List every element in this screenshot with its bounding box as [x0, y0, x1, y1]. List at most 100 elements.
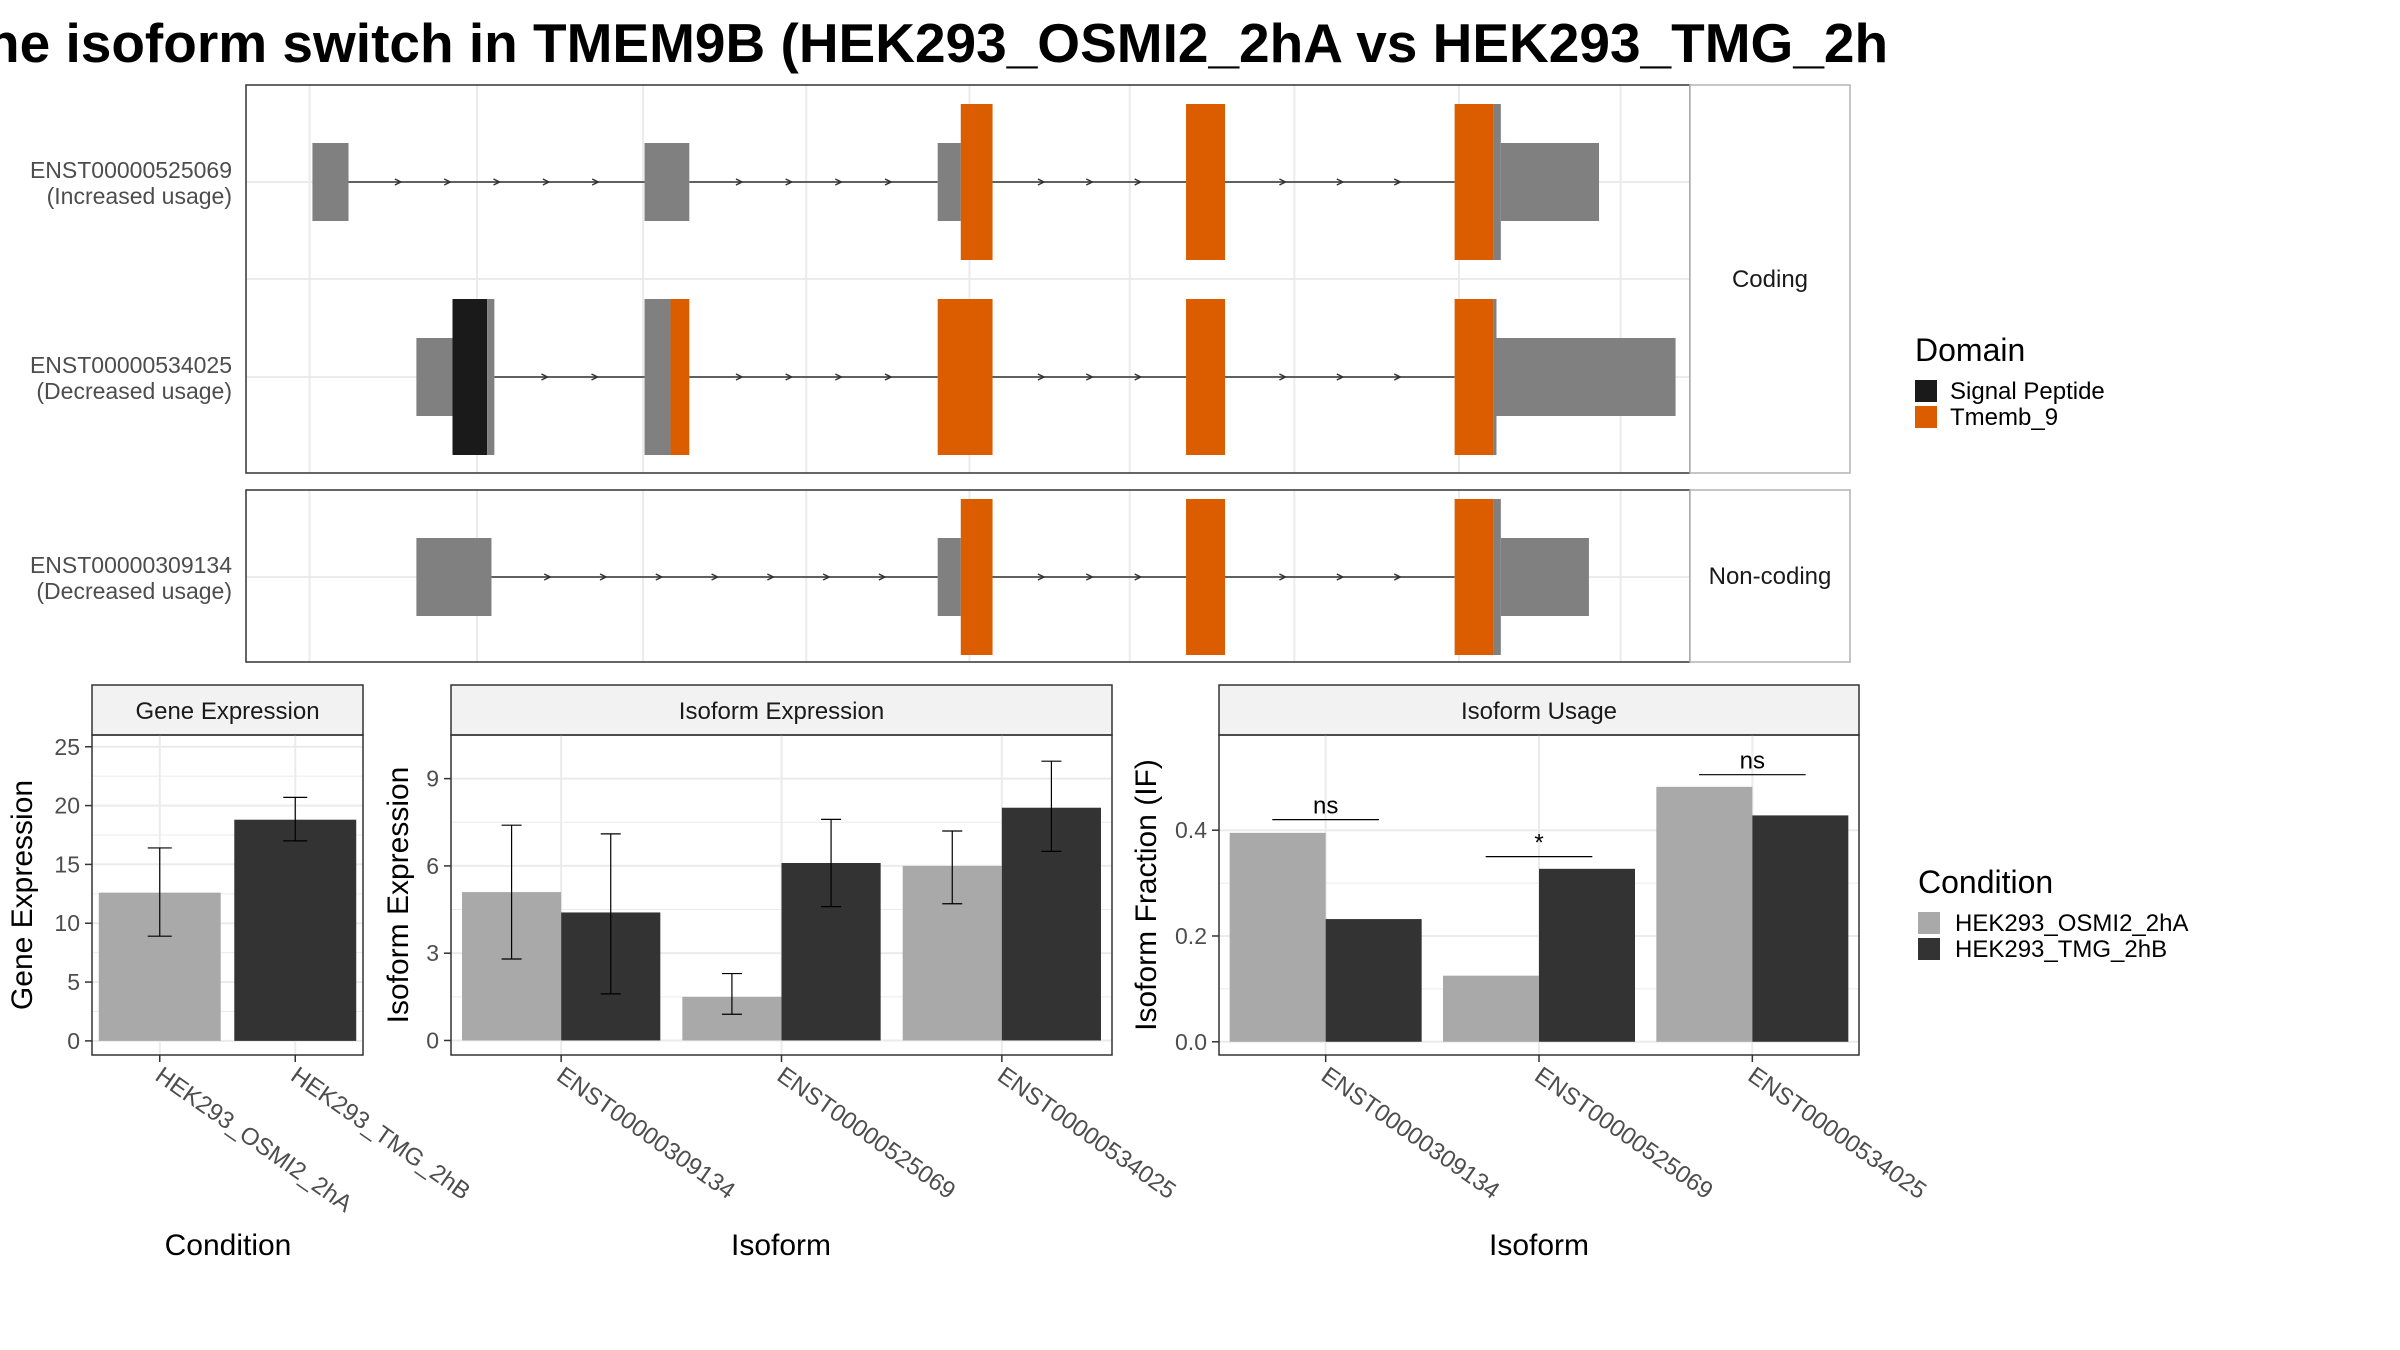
exon: [416, 338, 453, 416]
bar: [1539, 868, 1635, 1042]
isoform-usage-label: (Decreased usage): [36, 578, 232, 604]
intron-arrow: [591, 178, 600, 186]
bar: [1229, 832, 1326, 1042]
intron-arrow: [1134, 178, 1143, 186]
x-axis-title: Condition: [165, 1229, 292, 1262]
signal-peptide-domain: [452, 299, 488, 455]
intron-arrow: [834, 178, 844, 186]
intron-arrow: [884, 373, 893, 381]
bar: [1752, 815, 1849, 1042]
condition-legend-label: HEK293_TMG_2hB: [1955, 936, 2167, 963]
bar: [1443, 975, 1539, 1042]
exon: [644, 299, 671, 455]
y-tick-label: 10: [54, 910, 80, 936]
y-tick-label: 0.4: [1175, 817, 1207, 843]
panel-strip-label: Coding: [1732, 266, 1808, 293]
isoform-label: ENST00000525069: [30, 157, 232, 183]
bar: [1325, 919, 1422, 1042]
intron-arrow: [1085, 573, 1094, 581]
isoform-label: ENST00000534025: [30, 352, 232, 378]
intron-arrow: [1085, 178, 1094, 186]
intron-arrow: [1393, 178, 1402, 186]
intron-arrow: [655, 573, 664, 581]
intron-arrow: [1037, 573, 1046, 581]
exon: [937, 143, 961, 221]
intron-arrow: [1134, 573, 1143, 581]
y-tick-label: 0.0: [1175, 1029, 1207, 1055]
y-tick-label: 0: [67, 1028, 80, 1054]
exon: [937, 538, 961, 616]
intron-arrow: [834, 373, 844, 381]
tmemb9-domain: [1186, 499, 1226, 655]
intron-arrow: [1037, 373, 1046, 381]
x-tick-label: ENST00000309134: [552, 1062, 740, 1205]
y-axis-title: Isoform Fraction (IF): [1130, 759, 1163, 1031]
domain-legend-label: Tmemb_9: [1950, 404, 2058, 431]
y-tick-label: 6: [426, 853, 439, 879]
significance-label: ns: [1313, 793, 1338, 820]
intron-arrow: [443, 178, 452, 186]
intron-arrow: [822, 573, 831, 581]
bar-panel-title: Isoform Usage: [1461, 698, 1617, 725]
intron-arrow: [878, 573, 887, 581]
tmemb9-domain: [960, 499, 993, 655]
bar-panel-border: [91, 734, 364, 1056]
panel-strip-label: Non-coding: [1709, 563, 1832, 590]
condition-legend-title: Condition: [1918, 864, 2053, 900]
domain-legend-swatch: [1915, 406, 1937, 428]
significance-label: *: [1534, 830, 1543, 857]
tmemb9-domain: [670, 299, 690, 455]
y-tick-label: 9: [426, 766, 439, 792]
significance-label: ns: [1740, 748, 1765, 775]
intron-arrow: [1134, 373, 1143, 381]
intron-arrow: [767, 573, 776, 581]
exon: [1493, 499, 1501, 655]
intron-arrow: [543, 573, 552, 581]
tmemb9-domain: [1186, 104, 1226, 260]
bar-panel-strip: [1218, 684, 1860, 736]
x-axis-title: Isoform: [731, 1229, 831, 1262]
tmemb9-domain: [937, 299, 993, 455]
y-tick-label: 3: [426, 940, 439, 966]
panel-strip: [1689, 84, 1851, 474]
bar-panel-title: Isoform Expression: [679, 698, 884, 725]
intron-arrow: [1336, 573, 1345, 581]
domain-legend-label: Signal Peptide: [1950, 378, 2105, 405]
intron-arrow: [1037, 178, 1046, 186]
intron-arrow: [541, 373, 550, 381]
bar-panel-title: Gene Expression: [135, 698, 319, 725]
intron-arrow: [1336, 373, 1345, 381]
exon: [1496, 338, 1676, 416]
tmemb9-domain: [1454, 299, 1494, 455]
intron-arrow: [542, 178, 551, 186]
intron-arrow: [591, 373, 600, 381]
intron-arrow: [1279, 178, 1288, 186]
isoform-usage-label: (Increased usage): [47, 183, 232, 209]
y-axis-title: Gene Expression: [6, 780, 39, 1010]
intron-arrow: [884, 178, 893, 186]
intron-arrow: [493, 178, 502, 186]
exon: [312, 143, 349, 221]
intron-arrow: [1393, 373, 1402, 381]
exon: [1493, 299, 1497, 455]
x-tick-label: ENST00000534025: [992, 1062, 1180, 1205]
y-tick-label: 15: [54, 851, 80, 877]
condition-legend-swatch: [1918, 912, 1940, 934]
x-tick-label: ENST00000525069: [772, 1062, 960, 1205]
intron-arrow: [785, 178, 794, 186]
condition-legend-label: HEK293_OSMI2_2hA: [1955, 910, 2188, 937]
intron-arrow: [599, 573, 608, 581]
intron-arrow: [711, 573, 720, 581]
y-axis-title: Isoform Expression: [382, 767, 415, 1024]
intron-arrow: [1393, 573, 1402, 581]
condition-legend-swatch: [1918, 938, 1940, 960]
tmemb9-domain: [1454, 499, 1494, 655]
y-tick-label: 0: [426, 1027, 439, 1053]
intron-arrow: [1279, 373, 1288, 381]
x-tick-label: ENST00000309134: [1316, 1062, 1504, 1205]
tmemb9-domain: [1454, 104, 1494, 260]
y-tick-label: 5: [67, 969, 80, 995]
x-axis-title: Isoform: [1489, 1229, 1589, 1262]
